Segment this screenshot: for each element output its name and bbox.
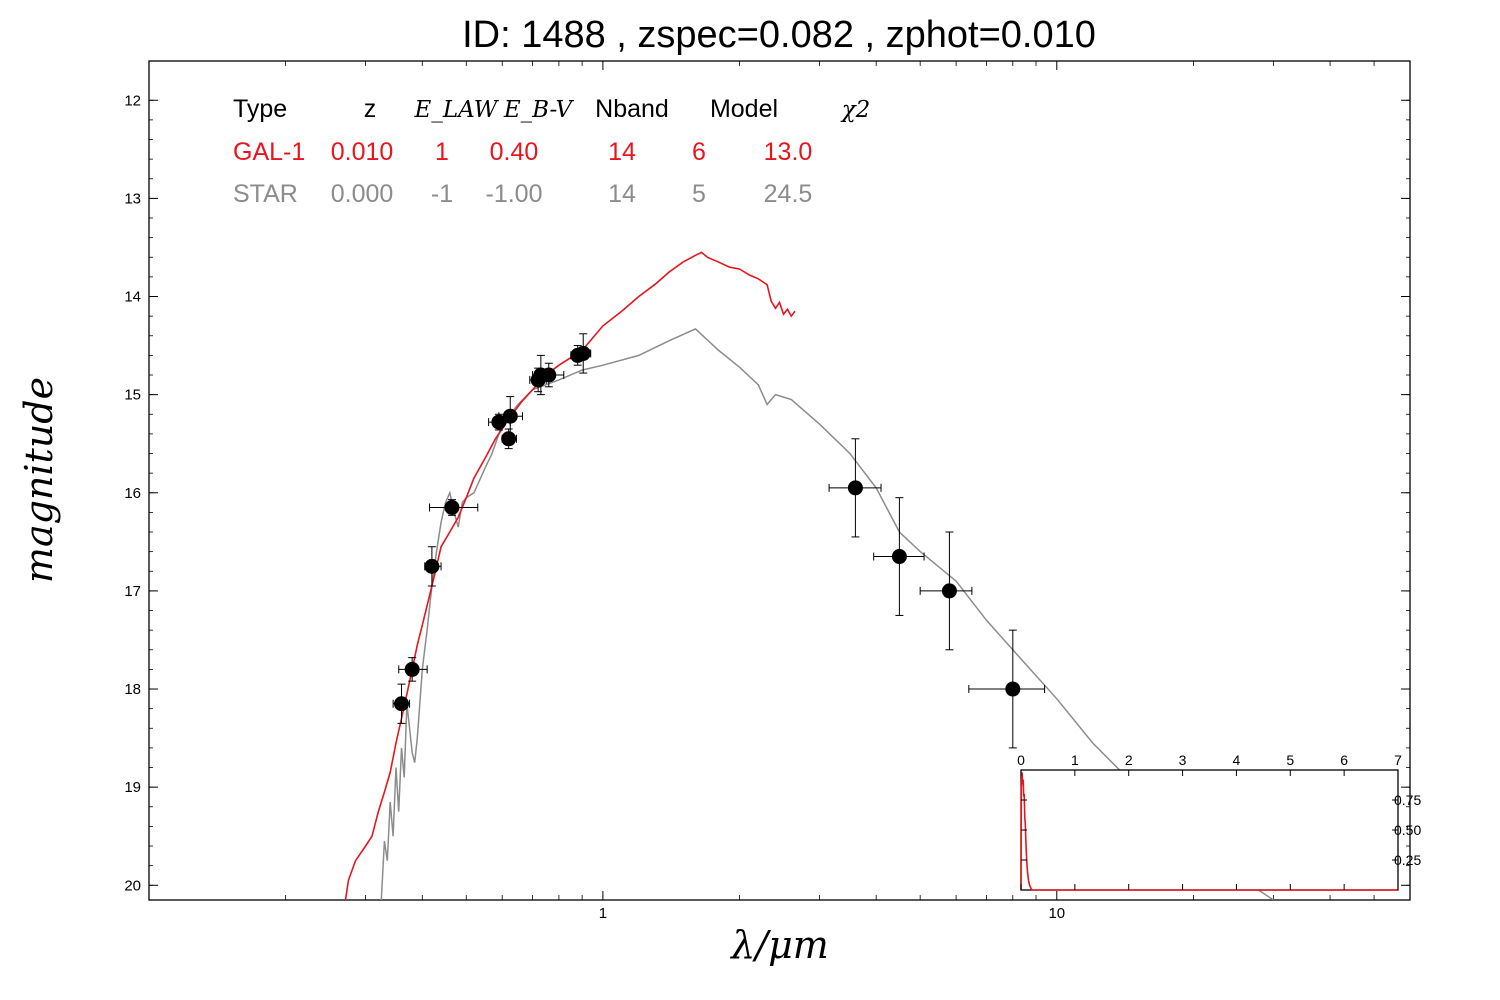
- table-cell: 1: [435, 138, 449, 166]
- table-cell: 6: [692, 138, 706, 166]
- table-cell: 14: [608, 180, 636, 208]
- table-cell: -1: [431, 180, 453, 208]
- y-tick-label: 20: [124, 877, 141, 894]
- table-header: E_B-V: [503, 97, 575, 123]
- data-point: [394, 696, 410, 712]
- table-cell: 0.010: [331, 138, 394, 166]
- data-point: [444, 499, 460, 515]
- table-cell: 13.0: [764, 138, 813, 166]
- inset-y-tick-label: 0.50: [1394, 822, 1421, 838]
- table-cell: 0.000: [331, 180, 394, 208]
- data-point: [424, 558, 440, 574]
- inset-pdf-curve: [1020, 772, 1398, 891]
- data-point: [541, 367, 557, 383]
- table-cell: GAL-1: [233, 138, 305, 166]
- x-axis-label: λ/μm: [729, 923, 829, 967]
- table-header: Model: [710, 95, 778, 123]
- table-header: Type: [233, 95, 287, 123]
- inset-ticks: 0 1 2 3 4 5 6 7 0.25 0.50 0.75: [1017, 752, 1421, 890]
- table-header: E_LAW: [414, 97, 500, 123]
- inset-y-tick-label: 0.25: [1394, 852, 1421, 868]
- inset-x-tick-label: 3: [1179, 752, 1187, 768]
- inset-x-tick-label: 5: [1286, 752, 1294, 768]
- data-point: [891, 549, 907, 565]
- data-point: [1005, 681, 1021, 697]
- x-axis-ticks: 1 10: [285, 61, 1375, 922]
- inset-y-tick-label: 0.75: [1394, 792, 1421, 808]
- inset-frame: [1020, 769, 1399, 891]
- inset-x-tick-label: 2: [1125, 752, 1133, 768]
- inset-x-tick-label: 7: [1394, 752, 1402, 768]
- data-point: [501, 431, 517, 447]
- y-tick-label: 14: [124, 289, 141, 306]
- x-tick-label: 1: [599, 905, 607, 922]
- y-tick-label: 13: [124, 190, 141, 207]
- data-point: [847, 480, 863, 496]
- data-point: [404, 661, 420, 677]
- y-tick-label: 15: [124, 387, 141, 404]
- inset-x-tick-label: 6: [1340, 752, 1348, 768]
- table-cell: -1.00: [486, 180, 543, 208]
- y-tick-label: 16: [124, 485, 141, 502]
- table-header: χ2: [840, 97, 871, 123]
- y-axis-label: magnitude: [17, 377, 61, 583]
- y-tick-label: 18: [124, 681, 141, 698]
- fit-results-table: Type z E_LAW E_B-V Nband Model χ2 GAL-1 0.010 1 0.…: [233, 95, 870, 208]
- y-tick-label: 17: [124, 583, 141, 600]
- pdz-inset: 0 1 2 3 4 5 6 7 0.25 0.50 0.75: [1017, 752, 1421, 891]
- table-header: Nband: [595, 95, 669, 123]
- data-point: [941, 583, 957, 599]
- table-cell: 14: [608, 138, 636, 166]
- y-tick-label: 19: [124, 779, 141, 796]
- data-point: [491, 414, 507, 430]
- table-cell: 5: [692, 180, 706, 208]
- data-point: [575, 345, 591, 361]
- x-tick-label: 10: [1048, 905, 1065, 922]
- inset-x-tick-label: 1: [1071, 752, 1079, 768]
- table-cell: STAR: [233, 180, 298, 208]
- plot-frame: [148, 60, 1411, 901]
- table-header: z: [364, 95, 377, 123]
- inset-x-tick-label: 0: [1017, 752, 1025, 768]
- table-cell: 0.40: [490, 138, 539, 166]
- galaxy-model-line: [344, 251, 796, 900]
- chart-title: ID: 1488 , zspec=0.082 , zphot=0.010: [462, 14, 1096, 56]
- table-cell: 24.5: [764, 180, 813, 208]
- photometry-points: [392, 333, 1046, 749]
- inset-x-tick-label: 4: [1233, 752, 1241, 768]
- data-point: [502, 408, 518, 424]
- y-tick-label: 12: [124, 92, 141, 109]
